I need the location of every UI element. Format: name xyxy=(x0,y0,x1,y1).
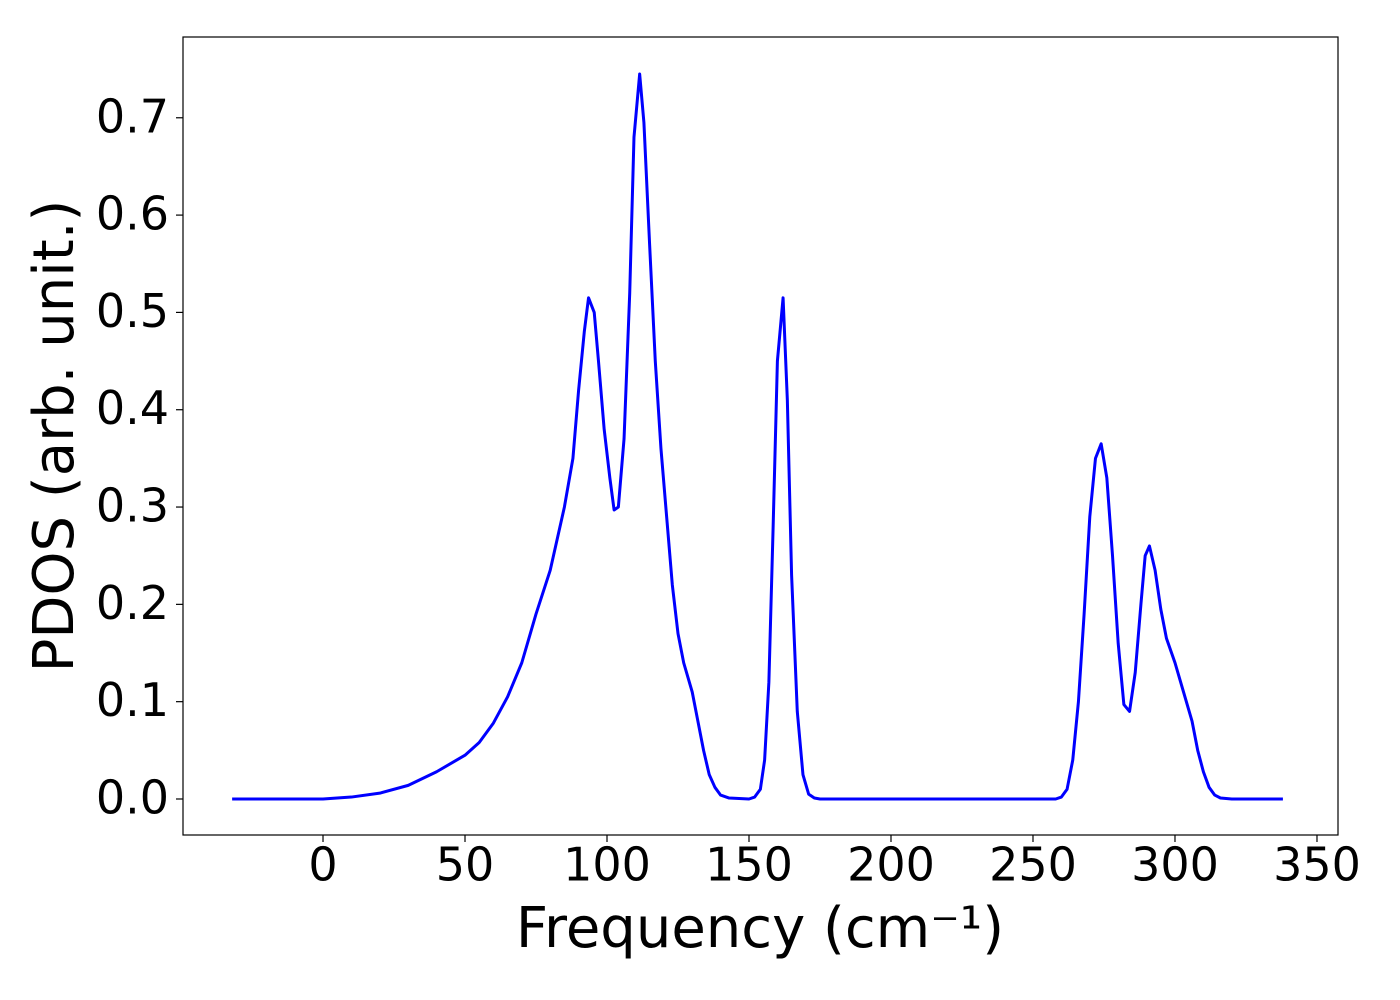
y-tick-label: 0.7 xyxy=(96,89,169,143)
y-tick-label: 0.1 xyxy=(96,673,169,727)
plot-frame xyxy=(182,36,1339,836)
y-tick-label: 0.3 xyxy=(96,479,169,533)
x-tick-label: 200 xyxy=(847,838,935,892)
y-axis-label: PDOS (arb. unit.) xyxy=(22,200,87,673)
x-axis-label: Frequency (cm⁻¹) xyxy=(516,896,1004,961)
y-tick-label: 0.5 xyxy=(96,284,169,338)
y-tick-label: 0.4 xyxy=(96,381,169,435)
y-tick-label: 0.0 xyxy=(96,770,169,824)
pdos-line xyxy=(232,72,1283,801)
x-tick-label: 250 xyxy=(989,838,1077,892)
x-tick-label: 0 xyxy=(308,838,337,892)
x-tick-label: 350 xyxy=(1273,838,1361,892)
y-tick-label: 0.2 xyxy=(96,576,169,630)
x-tick-label: 300 xyxy=(1131,838,1219,892)
y-tick-label: 0.6 xyxy=(96,187,169,241)
x-tick-label: 150 xyxy=(705,838,793,892)
x-tick-label: 100 xyxy=(563,838,651,892)
x-tick-label: 50 xyxy=(436,838,495,892)
